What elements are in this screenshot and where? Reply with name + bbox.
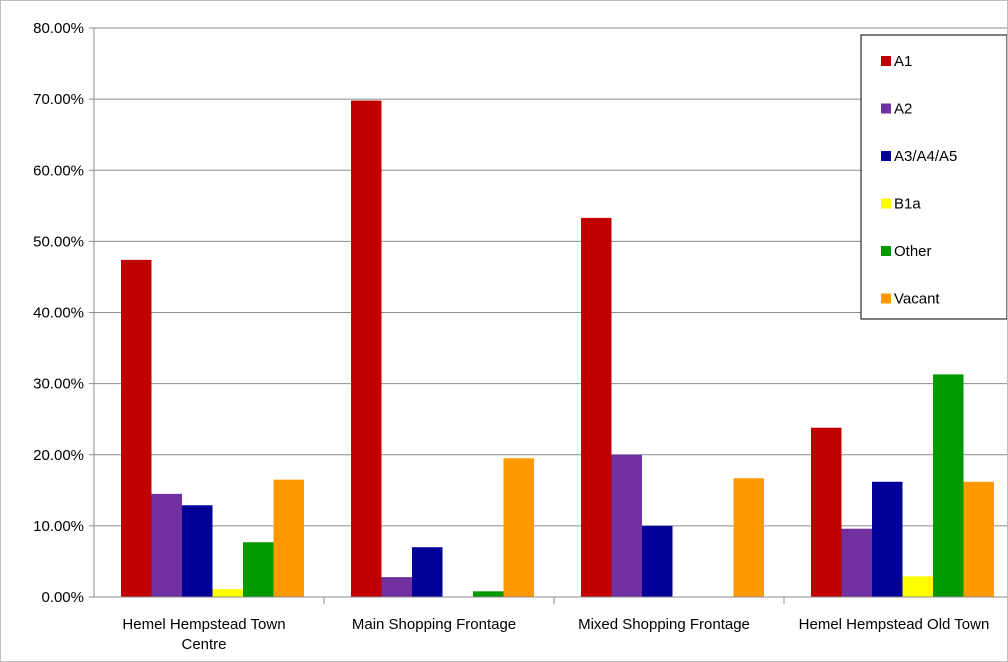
legend-label: B1a <box>894 196 921 213</box>
y-tick-label: 0.00% <box>41 589 84 606</box>
y-tick-label: 80.00% <box>33 20 84 37</box>
bar <box>273 479 304 597</box>
bar <box>412 547 443 597</box>
legend-swatch <box>881 246 891 256</box>
bar <box>243 542 274 597</box>
axes: 0.00% 10.00% 20.00% 30.00% 40.00% 50.00% 60.00… <box>33 20 1007 653</box>
bar <box>872 481 903 597</box>
legend-label: A2 <box>894 101 912 118</box>
legend-swatch <box>881 151 891 161</box>
bars <box>121 100 994 598</box>
bar <box>182 505 213 597</box>
x-category-label: Main Shopping Frontage <box>352 616 516 633</box>
legend-swatch <box>881 103 891 114</box>
legend-label: A1 <box>894 53 912 70</box>
bar <box>151 493 182 597</box>
bar <box>902 576 933 597</box>
bar <box>733 478 764 597</box>
y-tick-label: 20.00% <box>33 447 84 464</box>
bar <box>351 100 382 598</box>
bar <box>933 374 964 597</box>
legend-swatch <box>881 198 891 209</box>
bar <box>381 577 412 597</box>
x-category-label: Hemel Hempstead Town <box>122 616 285 633</box>
legend-label: A3/A4/A5 <box>894 148 957 165</box>
bar <box>473 591 504 597</box>
legend-swatch <box>881 293 891 304</box>
y-tick-label: 60.00% <box>33 162 84 179</box>
x-category-label: Centre <box>181 636 226 653</box>
bar <box>581 217 612 597</box>
y-tick-label: 50.00% <box>33 233 84 250</box>
bar <box>811 427 842 597</box>
x-category-label: Mixed Shopping Frontage <box>578 616 750 633</box>
y-tick-label: 70.00% <box>33 91 84 108</box>
legend-label: Vacant <box>894 291 940 308</box>
y-tick-label: 10.00% <box>33 518 84 535</box>
bar <box>121 259 152 597</box>
bar <box>841 528 872 597</box>
bar <box>611 454 642 597</box>
bar <box>642 525 673 597</box>
legend-label: Other <box>894 243 932 260</box>
legend-box <box>860 34 1007 320</box>
y-tick-label: 40.00% <box>33 305 84 322</box>
bar <box>503 458 534 597</box>
gridlines <box>94 27 1007 527</box>
legend: A1 A2 A3/A4/A5 B1a Other Vacant <box>860 34 1007 320</box>
legend-swatch <box>881 56 891 66</box>
x-category-label: Hemel Hempstead Old Town <box>799 616 990 633</box>
bar <box>212 589 243 597</box>
bar <box>963 481 994 597</box>
y-tick-label: 30.00% <box>33 376 84 393</box>
